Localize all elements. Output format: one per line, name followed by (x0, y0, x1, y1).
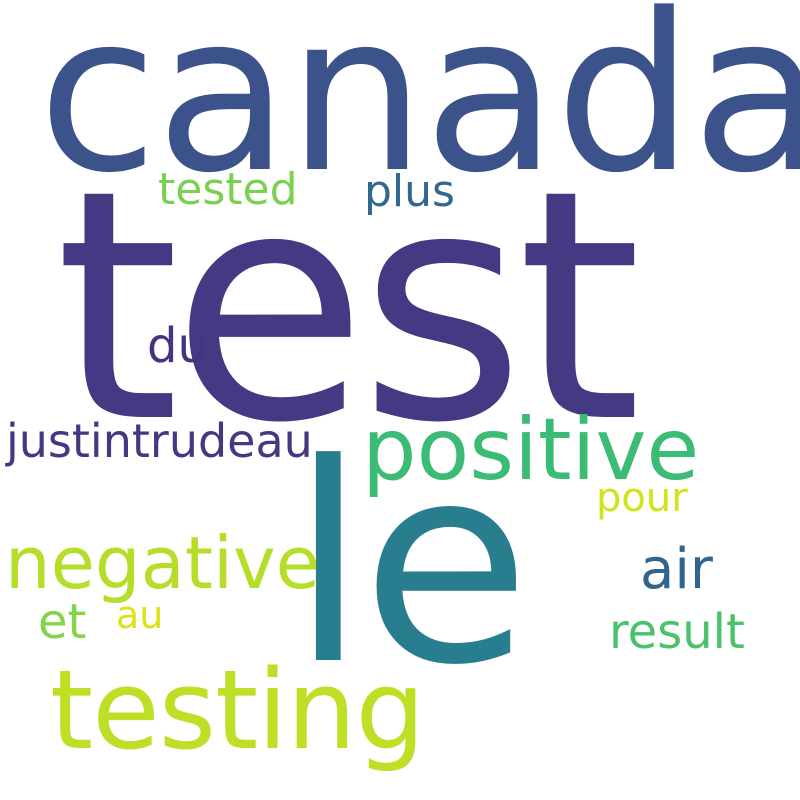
word-plus: plus (364, 166, 455, 217)
word-du: du (147, 318, 208, 374)
word-negative: negative (5, 521, 320, 605)
word-tested: tested (158, 164, 298, 215)
word-canada: canada (38, 0, 800, 221)
word-air: air (640, 537, 713, 602)
word-positive: positive (362, 400, 700, 500)
word-result: result (609, 604, 745, 660)
word-justintrudeau: justintrudeau (6, 414, 313, 468)
word-au: au (116, 593, 164, 637)
word-test: test (55, 122, 642, 492)
word-testing: testing (50, 646, 425, 774)
word-et: et (38, 594, 87, 650)
word-le: le (290, 405, 531, 725)
word-pour: pour (596, 475, 688, 521)
